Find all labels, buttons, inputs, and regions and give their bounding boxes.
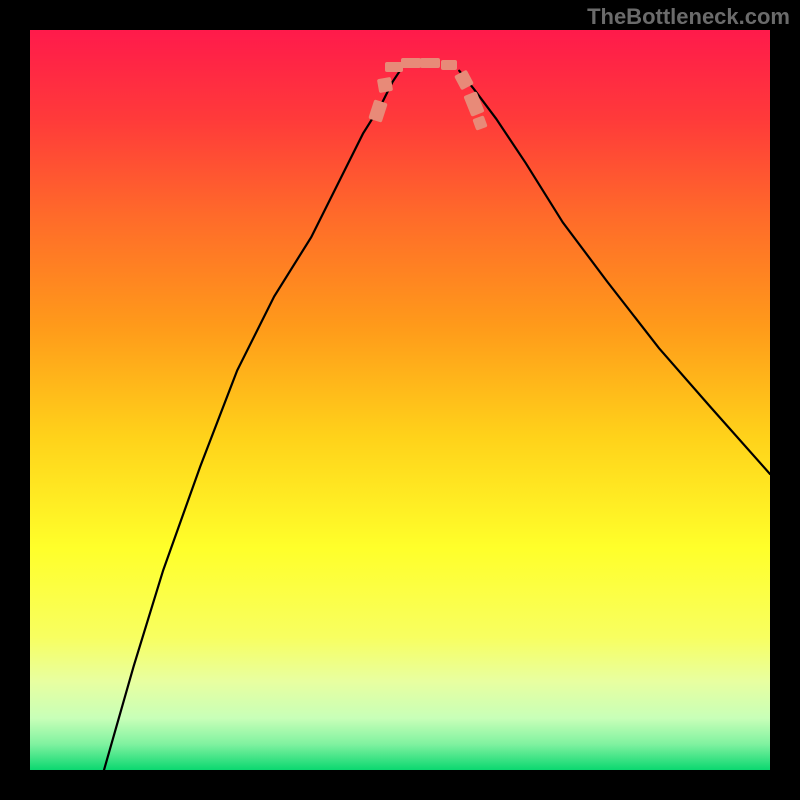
plot-border (15, 15, 785, 785)
border-svg (0, 0, 800, 800)
watermark-text: TheBottleneck.com (587, 4, 790, 30)
chart-frame: TheBottleneck.com (0, 0, 800, 800)
